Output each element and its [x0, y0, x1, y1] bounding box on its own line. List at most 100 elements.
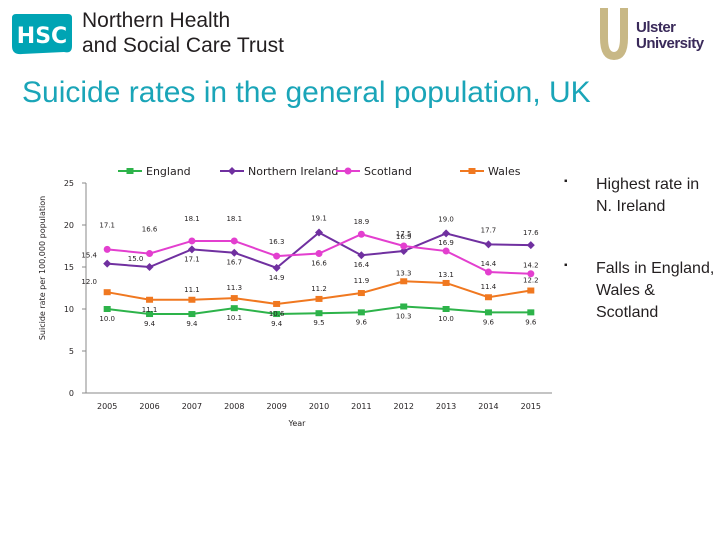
data-label: 11.9	[354, 277, 370, 285]
legend-marker	[228, 167, 236, 175]
data-label: 10.1	[226, 314, 242, 322]
data-label: 16.9	[438, 239, 454, 247]
data-point	[146, 296, 154, 303]
chart-series: 10.0 9.4 9.4 10.1 9.4 9.5 9.6 10.3 10.0 9.6 9.6 15.…	[81, 215, 539, 328]
x-tick-label: 2007	[182, 402, 202, 411]
data-point	[442, 247, 450, 255]
x-tick-label: 2015	[521, 402, 541, 411]
data-label: 9.4	[186, 320, 198, 328]
y-axis-label: Suicide rate per 100,000 population	[38, 196, 47, 340]
data-label: 16.3	[269, 238, 285, 246]
data-point	[484, 268, 492, 276]
data-point	[103, 259, 112, 268]
data-label: 17.1	[99, 221, 115, 229]
data-point	[357, 230, 365, 238]
data-label: 17.1	[184, 255, 200, 263]
data-label: 12.2	[523, 277, 539, 285]
university-name: Ulster University	[636, 20, 704, 52]
data-point	[315, 310, 323, 317]
legend-marker	[126, 168, 134, 174]
data-point	[400, 278, 408, 285]
data-point	[230, 237, 238, 245]
data-label: 14.9	[269, 274, 285, 282]
data-point	[230, 305, 238, 312]
data-point	[315, 228, 323, 237]
organisation-name: Northern Health and Social Care Trust	[82, 8, 284, 58]
data-label: 10.0	[99, 315, 115, 323]
hsc-logo: HSC	[12, 14, 72, 55]
data-label: 14.4	[481, 260, 497, 268]
data-label: 17.5	[396, 230, 412, 238]
legend-item-england: England	[118, 165, 191, 178]
data-label: 11.1	[142, 306, 158, 314]
data-point	[188, 237, 196, 245]
y-tick-label: 0	[69, 389, 74, 398]
x-tick-label: 2009	[266, 402, 286, 411]
data-point	[527, 270, 535, 278]
uni-line-1: Ulster	[636, 19, 676, 36]
y-tick-label: 25	[64, 179, 74, 188]
org-line-2: and Social Care Trust	[82, 34, 284, 57]
data-label: 11.2	[311, 285, 327, 293]
uni-line-2: University	[636, 35, 704, 52]
data-point	[357, 309, 365, 316]
data-point	[103, 306, 111, 312]
data-point	[230, 295, 238, 302]
y-tick-label: 10	[64, 305, 74, 314]
x-tick-label: 2006	[139, 402, 159, 411]
series-wales: 12.0 11.1 11.1 11.3 10.6 11.2 11.9 13.3 13.1 11.4…	[81, 269, 538, 318]
data-label: 16.6	[311, 260, 327, 268]
data-point	[399, 247, 408, 256]
slide-title: Suicide rates in the general population,…	[22, 76, 591, 109]
data-point	[357, 290, 365, 297]
series-northern-ireland: 15.4 15.0 17.1 16.7 14.9 19.1 16.4 16.9 19.0 17.7…	[81, 215, 539, 282]
data-label: 11.3	[226, 284, 242, 292]
y-tick-label: 20	[64, 221, 74, 230]
data-label: 16.7	[226, 259, 242, 267]
data-point	[357, 251, 366, 260]
x-axis-label: Year	[288, 419, 307, 428]
y-tick-label: 15	[64, 263, 74, 272]
bullet-marker: ▪	[564, 260, 568, 271]
data-label: 11.1	[184, 286, 200, 294]
data-point	[484, 240, 493, 249]
legend-label: England	[146, 165, 191, 178]
data-point	[400, 242, 408, 250]
x-tick-label: 2005	[97, 402, 117, 411]
data-label: 9.6	[356, 318, 368, 326]
x-tick-label: 2012	[394, 402, 414, 411]
x-tick-label: 2008	[224, 402, 244, 411]
data-label: 13.3	[396, 269, 412, 277]
bullet-text: Highest rate in N. Ireland	[596, 176, 700, 215]
data-point	[273, 252, 281, 260]
legend-marker	[344, 167, 352, 175]
data-label: 9.5	[313, 319, 324, 327]
data-label: 10.0	[438, 315, 454, 323]
bullet-marker: ▪	[564, 176, 568, 187]
chart-axes: 0 5 10 15 20 25 2005 2006 2007 2008 2009 2010 2011 20…	[64, 179, 552, 411]
data-point	[146, 250, 154, 258]
data-label: 10.6	[269, 310, 285, 318]
data-point	[146, 311, 154, 318]
data-label: 18.1	[184, 215, 200, 223]
data-point	[400, 303, 408, 310]
data-point	[145, 263, 154, 271]
legend-label: Northern Ireland	[248, 165, 338, 178]
data-label: 12.0	[81, 278, 97, 286]
data-label: 9.4	[144, 320, 156, 328]
data-label: 19.1	[311, 215, 327, 223]
legend-item-scotland: Scotland	[336, 165, 412, 178]
legend-label: Scotland	[364, 165, 412, 178]
data-point	[230, 248, 239, 257]
series-scotland: 17.116.618.1 18.116.316.618.917.516.914.4…	[99, 215, 539, 278]
data-label: 19.0	[438, 215, 454, 223]
x-tick-label: 2013	[436, 402, 456, 411]
data-point	[484, 294, 492, 301]
data-label: 15.4	[81, 252, 97, 260]
data-point	[187, 245, 196, 254]
data-point	[188, 311, 196, 318]
data-label: 9.6	[525, 318, 537, 326]
x-tick-label: 2014	[478, 402, 498, 411]
data-label: 17.7	[481, 226, 497, 234]
data-point	[272, 263, 281, 272]
